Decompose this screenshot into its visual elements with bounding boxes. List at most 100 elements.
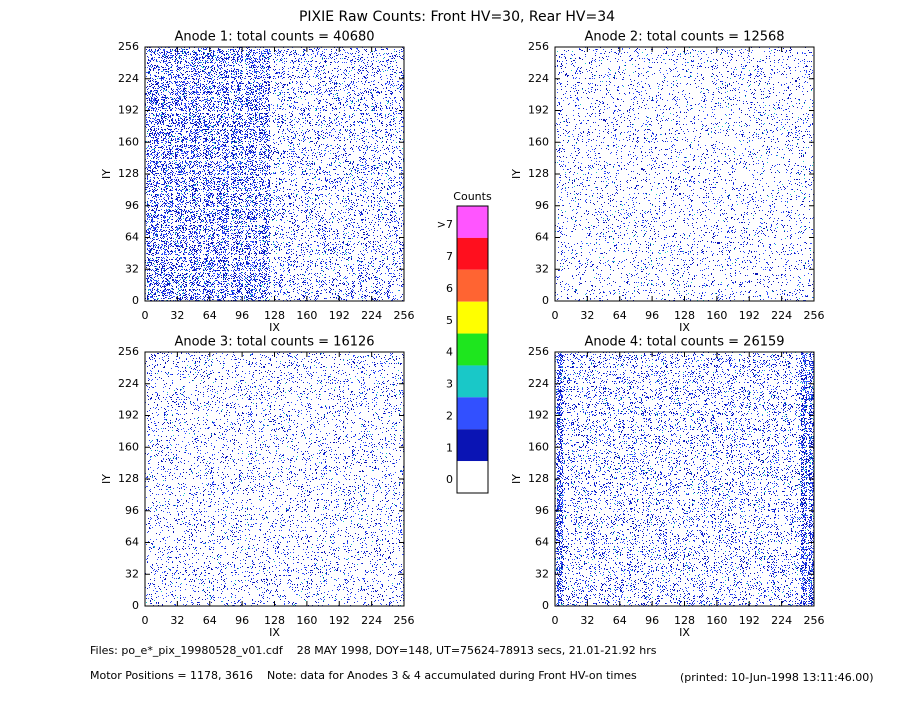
x-tick-label: 192 [739,614,760,627]
x-tick-label: 160 [706,309,727,322]
x-tick-label: 64 [203,309,217,322]
colorbar-box [457,206,488,238]
x-tick-label: 32 [580,309,594,322]
y-tick-label: 256 [528,345,549,358]
x-tick-label: 64 [203,614,217,627]
count-texture [555,47,814,301]
x-tick-label: 224 [361,309,382,322]
colorbar-label: 3 [446,378,453,391]
panel-title: Anode 3: total counts = 16126 [174,335,374,350]
colorbar-frame [456,205,489,494]
x-tick-label: 256 [804,614,825,627]
count-texture [145,352,404,606]
y-tick-label: 96 [535,199,549,212]
y-tick-label: 64 [535,231,549,244]
x-tick-label: 128 [264,614,285,627]
y-tick-label: 32 [125,262,139,275]
x-tick-label: 160 [706,614,727,627]
x-tick-label: 0 [552,614,559,627]
y-tick-label: 256 [528,40,549,53]
figure-title: PIXIE Raw Counts: Front HV=30, Rear HV=3… [299,9,615,25]
y-axis-label: IY [100,169,113,179]
x-tick-label: 128 [264,309,285,322]
panel-title: Anode 1: total counts = 40680 [174,30,374,45]
colorbar-box [457,429,488,462]
y-tick-label: 64 [125,536,139,549]
x-tick-label: 96 [645,614,659,627]
y-tick-label: 224 [528,72,549,85]
y-axis-label: IY [510,474,523,484]
y-tick-label: 32 [535,262,549,275]
colorbar-label: 2 [446,409,453,422]
colorbar-label: >7 [437,218,453,231]
panel-title: Anode 4: total counts = 26159 [584,335,784,350]
x-tick-label: 192 [329,614,350,627]
x-tick-label: 96 [235,309,249,322]
colorbar-label: 7 [446,250,453,263]
y-axis-label: IY [510,169,523,179]
x-tick-label: 0 [142,614,149,627]
x-tick-label: 0 [142,309,149,322]
colorbar-box [457,301,488,334]
y-tick-label: 0 [542,294,549,307]
y-tick-label: 192 [528,409,549,422]
count-texture [555,352,814,606]
y-tick-label: 128 [528,167,549,180]
y-tick-label: 160 [118,135,139,148]
x-tick-label: 256 [804,309,825,322]
x-tick-label: 32 [170,614,184,627]
colorbar-box [457,237,488,270]
y-tick-label: 256 [118,40,139,53]
y-tick-label: 192 [528,104,549,117]
y-tick-label: 128 [528,472,549,485]
count-texture [555,47,814,301]
x-tick-label: 256 [394,309,415,322]
y-tick-label: 128 [118,472,139,485]
y-tick-label: 160 [118,440,139,453]
footer-printed: (printed: 10-Jun-1998 13:11:46.00) [680,671,874,684]
x-tick-label: 160 [296,309,317,322]
colorbar-box [457,365,488,398]
colorbar-box [457,269,488,302]
y-tick-label: 96 [125,504,139,517]
count-texture [145,47,404,301]
y-tick-label: 256 [118,345,139,358]
y-tick-label: 192 [118,409,139,422]
y-tick-label: 32 [535,567,549,580]
x-tick-label: 96 [235,614,249,627]
footer-files: Files: po_e*_pix_19980528_v01.cdf 28 MAY… [90,644,657,657]
y-tick-label: 96 [125,199,139,212]
panel-title: Anode 2: total counts = 12568 [584,30,784,45]
colorbar-label: 6 [446,282,453,295]
x-axis-label: IX [679,321,690,334]
x-tick-label: 128 [674,309,695,322]
x-tick-label: 192 [329,309,350,322]
x-axis-label: IX [269,321,280,334]
count-texture [555,47,814,301]
y-tick-label: 224 [528,377,549,390]
footer-motor: Motor Positions = 1178, 3616 Note: data … [90,669,637,682]
y-tick-label: 0 [542,599,549,612]
x-tick-label: 192 [739,309,760,322]
y-tick-label: 160 [528,440,549,453]
x-tick-label: 128 [674,614,695,627]
x-tick-label: 224 [771,614,792,627]
y-tick-label: 128 [118,167,139,180]
y-tick-label: 96 [535,504,549,517]
colorbar-label: 0 [446,473,453,486]
colorbar-label: 5 [446,314,453,327]
x-tick-label: 160 [296,614,317,627]
x-tick-label: 256 [394,614,415,627]
y-tick-label: 192 [118,104,139,117]
x-tick-label: 96 [645,309,659,322]
y-tick-label: 32 [125,567,139,580]
count-texture [145,47,404,301]
colorbar-label: 1 [446,441,453,454]
x-tick-label: 64 [613,614,627,627]
x-tick-label: 0 [552,309,559,322]
y-tick-label: 0 [132,294,139,307]
y-tick-label: 224 [118,377,139,390]
x-axis-label: IX [269,626,280,639]
x-tick-label: 32 [170,309,184,322]
y-axis-label: IY [100,474,113,484]
